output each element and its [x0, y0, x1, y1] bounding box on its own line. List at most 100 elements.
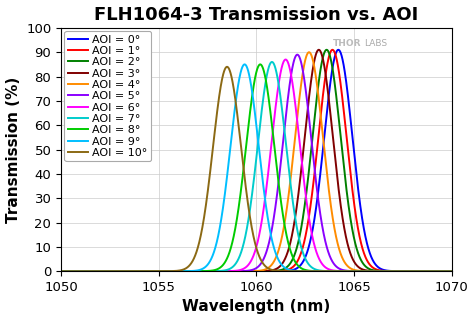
AOI = 5° — [208, 269, 214, 273]
Line: AOI = 6°: AOI = 6° — [61, 60, 452, 271]
AOI = 2° — [126, 269, 132, 273]
AOI = 9° — [103, 269, 109, 273]
AOI = 4° — [225, 269, 230, 273]
Text: LABS: LABS — [364, 39, 387, 48]
AOI = 0° — [58, 269, 64, 273]
AOI = 8° — [399, 269, 405, 273]
AOI = 4° — [58, 269, 64, 273]
AOI = 8° — [58, 269, 64, 273]
Line: AOI = 5°: AOI = 5° — [61, 55, 452, 271]
AOI = 6° — [208, 269, 214, 273]
AOI = 8° — [257, 62, 263, 66]
AOI = 1° — [399, 269, 405, 273]
AOI = 1° — [449, 269, 455, 273]
AOI = 6° — [225, 269, 230, 273]
AOI = 4° — [126, 269, 132, 273]
AOI = 0° — [103, 269, 109, 273]
AOI = 7° — [225, 268, 230, 272]
AOI = 3° — [58, 269, 64, 273]
AOI = 6° — [103, 269, 109, 273]
AOI = 0° — [449, 269, 455, 273]
AOI = 10° — [126, 269, 132, 273]
AOI = 10° — [103, 269, 109, 273]
AOI = 9° — [449, 269, 455, 273]
Title: FLH1064-3 Transmission vs. AOI: FLH1064-3 Transmission vs. AOI — [94, 5, 419, 24]
AOI = 0° — [399, 269, 405, 273]
AOI = 3° — [399, 269, 405, 273]
AOI = 0° — [126, 269, 132, 273]
AOI = 9° — [208, 258, 214, 261]
AOI = 8° — [449, 269, 455, 273]
AOI = 6° — [283, 58, 288, 61]
AOI = 9° — [441, 269, 447, 273]
AOI = 7° — [103, 269, 109, 273]
AOI = 5° — [126, 269, 132, 273]
AOI = 9° — [126, 269, 132, 273]
Y-axis label: Transmission (%): Transmission (%) — [6, 76, 20, 223]
Line: AOI = 3°: AOI = 3° — [61, 50, 452, 271]
AOI = 7° — [441, 269, 447, 273]
AOI = 0° — [336, 48, 341, 52]
AOI = 5° — [441, 269, 447, 273]
Legend: AOI = 0°, AOI = 1°, AOI = 2°, AOI = 3°, AOI = 4°, AOI = 5°, AOI = 6°, AOI = 7°, : AOI = 0°, AOI = 1°, AOI = 2°, AOI = 3°, … — [64, 31, 151, 161]
AOI = 5° — [449, 269, 455, 273]
AOI = 9° — [225, 169, 230, 172]
AOI = 7° — [58, 269, 64, 273]
AOI = 10° — [399, 269, 405, 273]
Line: AOI = 2°: AOI = 2° — [61, 50, 452, 271]
AOI = 2° — [103, 269, 109, 273]
AOI = 1° — [329, 48, 335, 52]
AOI = 1° — [441, 269, 447, 273]
AOI = 2° — [324, 48, 329, 52]
AOI = 1° — [225, 269, 230, 273]
AOI = 9° — [58, 269, 64, 273]
AOI = 7° — [399, 269, 405, 273]
AOI = 8° — [103, 269, 109, 273]
AOI = 5° — [58, 269, 64, 273]
AOI = 0° — [441, 269, 447, 273]
AOI = 5° — [399, 269, 405, 273]
AOI = 3° — [126, 269, 132, 273]
AOI = 10° — [208, 164, 214, 168]
AOI = 4° — [441, 269, 447, 273]
AOI = 10° — [58, 269, 64, 273]
Line: AOI = 8°: AOI = 8° — [61, 64, 452, 271]
AOI = 2° — [399, 269, 405, 273]
AOI = 10° — [449, 269, 455, 273]
AOI = 3° — [225, 269, 230, 273]
AOI = 8° — [441, 269, 447, 273]
AOI = 10° — [224, 65, 230, 69]
AOI = 4° — [399, 269, 405, 273]
AOI = 1° — [103, 269, 109, 273]
AOI = 3° — [441, 269, 447, 273]
AOI = 1° — [126, 269, 132, 273]
AOI = 6° — [449, 269, 455, 273]
AOI = 4° — [449, 269, 455, 273]
X-axis label: Wavelength (nm): Wavelength (nm) — [182, 300, 330, 315]
AOI = 8° — [208, 269, 214, 273]
AOI = 8° — [225, 255, 230, 259]
Line: AOI = 1°: AOI = 1° — [61, 50, 452, 271]
AOI = 9° — [399, 269, 405, 273]
AOI = 1° — [58, 269, 64, 273]
AOI = 7° — [449, 269, 455, 273]
AOI = 1° — [208, 269, 214, 273]
AOI = 4° — [103, 269, 109, 273]
AOI = 2° — [58, 269, 64, 273]
AOI = 7° — [269, 60, 275, 64]
AOI = 8° — [126, 269, 132, 273]
AOI = 9° — [242, 62, 247, 66]
AOI = 2° — [208, 269, 214, 273]
Line: AOI = 7°: AOI = 7° — [61, 62, 452, 271]
Line: AOI = 10°: AOI = 10° — [61, 67, 452, 271]
AOI = 6° — [441, 269, 447, 273]
AOI = 6° — [58, 269, 64, 273]
AOI = 5° — [225, 269, 230, 273]
AOI = 3° — [103, 269, 109, 273]
AOI = 4° — [208, 269, 214, 273]
AOI = 10° — [441, 269, 447, 273]
Line: AOI = 4°: AOI = 4° — [61, 52, 452, 271]
AOI = 10° — [225, 65, 231, 69]
AOI = 5° — [294, 53, 300, 57]
AOI = 6° — [126, 269, 132, 273]
